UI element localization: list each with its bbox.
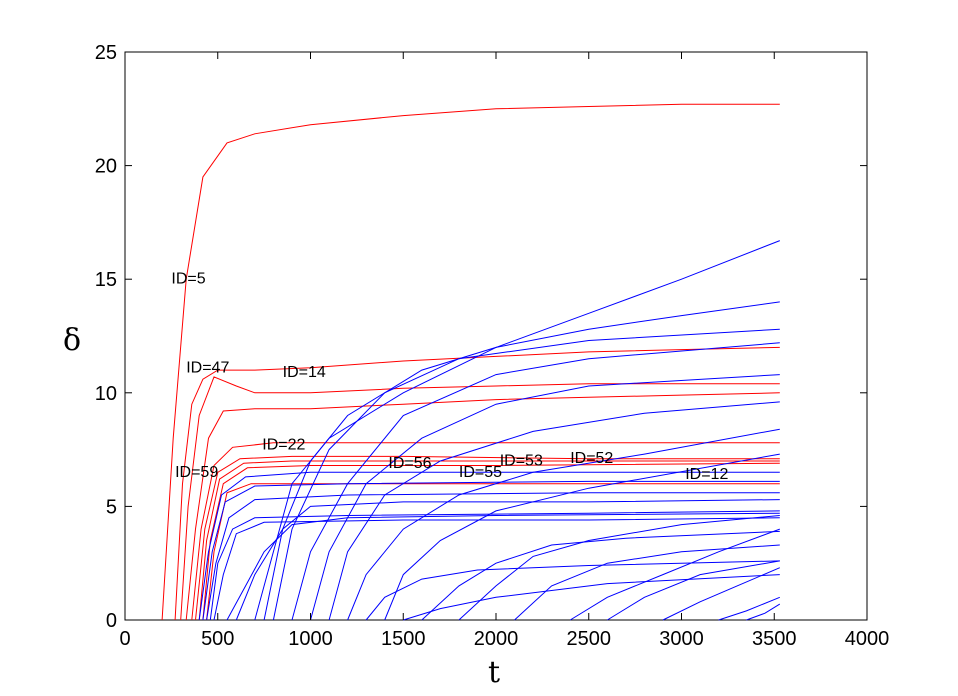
series-line-7 <box>202 462 780 621</box>
series-line-23 <box>458 515 780 621</box>
y-tick-label-5: 25 <box>95 42 117 64</box>
series-line-33 <box>403 574 780 621</box>
series-line-17 <box>291 342 780 621</box>
series-line-12 <box>209 510 780 621</box>
series-line-25 <box>569 528 780 621</box>
annotation-label-2: ID=14 <box>283 364 326 381</box>
series-line-27 <box>662 567 780 621</box>
series-line-19 <box>328 401 780 621</box>
series-line-6 <box>198 460 780 621</box>
x-tick-label-1: 500 <box>201 628 234 650</box>
x-tick-label-8: 4000 <box>845 628 890 650</box>
axis-layer: 0 500 1000 1500 2000 2500 3000 3500 4000 0 5 10 15 20… <box>95 42 890 650</box>
annotation-label-4: ID=59 <box>175 464 218 481</box>
x-tick-label-0: 0 <box>119 628 130 650</box>
y-axis-title: δ <box>63 323 81 358</box>
series-line-26 <box>607 560 780 621</box>
plot-area <box>124 51 868 621</box>
x-tick-label-2: 1000 <box>288 628 333 650</box>
series-line-3 <box>185 392 780 621</box>
y-tick-label-1: 5 <box>106 496 117 518</box>
series-line-18 <box>310 374 780 621</box>
series-line-9 <box>198 471 780 621</box>
series-line-4 <box>191 442 780 621</box>
series-line-2 <box>180 376 780 621</box>
x-tick-label-3: 1500 <box>381 628 426 650</box>
annotation-label-0: ID=5 <box>171 271 205 288</box>
series-line-14 <box>254 240 780 621</box>
x-tick-label-7: 3500 <box>752 628 797 650</box>
series-line-29 <box>746 603 781 621</box>
series-line-15 <box>263 301 780 621</box>
series-line-32 <box>365 560 780 621</box>
series-line-10 <box>202 480 780 621</box>
y-tick-label-2: 10 <box>95 383 117 405</box>
annotation-label-8: ID=52 <box>570 450 613 467</box>
series-line-13 <box>213 517 780 621</box>
x-axis-title: t <box>488 655 500 690</box>
series-line-0 <box>161 103 780 621</box>
series-line-16 <box>272 328 780 621</box>
series-line-11 <box>206 492 780 621</box>
x-tick-label-6: 3000 <box>659 628 704 650</box>
annotation-label-7: ID=53 <box>500 453 543 470</box>
x-tick-label-4: 2000 <box>474 628 519 650</box>
y-tick-label-3: 15 <box>95 269 117 291</box>
series-layer <box>161 103 781 621</box>
series-line-31 <box>235 499 780 621</box>
x-tick-label-5: 2500 <box>567 628 612 650</box>
annotation-label-6: ID=55 <box>459 464 502 481</box>
annotation-label-9: ID=12 <box>685 466 728 483</box>
y-tick-label-4: 20 <box>95 156 117 178</box>
series-line-20 <box>347 428 780 621</box>
series-line-30 <box>226 512 780 621</box>
series-line-28 <box>718 596 780 621</box>
series-line-1 <box>174 346 780 621</box>
series-line-21 <box>384 453 780 621</box>
series-line-5 <box>195 455 780 621</box>
y-tick-label-0: 0 <box>106 610 117 632</box>
annotation-label-3: ID=22 <box>262 437 305 454</box>
annotation-label-1: ID=47 <box>186 359 229 376</box>
annotation-label-5: ID=56 <box>388 455 431 472</box>
series-line-22 <box>421 530 780 621</box>
series-line-24 <box>514 544 780 621</box>
